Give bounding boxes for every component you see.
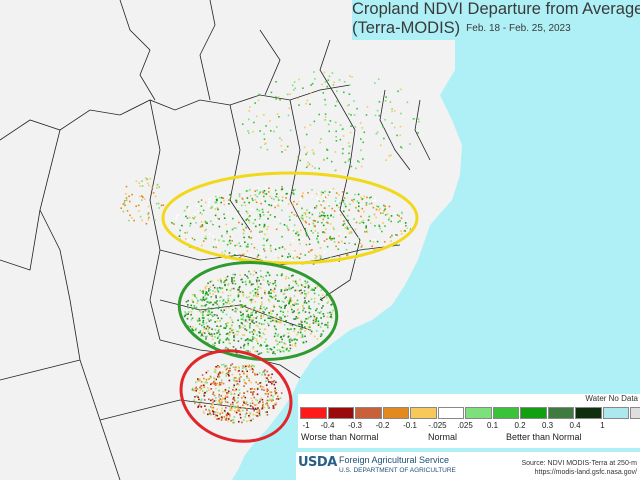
- source-url: https://modis-land.gsfc.nasa.gov/: [534, 469, 637, 476]
- border-line: [159, 339, 301, 379]
- sensor-label: (Terra-MODIS): [352, 19, 461, 37]
- map-title: Cropland NDVI Departure from Average: [352, 0, 640, 18]
- legend-swatch: [575, 407, 602, 419]
- department-name: U.S. DEPARTMENT OF AGRICULTURE: [339, 467, 456, 474]
- legend-tick-label: -0.1: [403, 421, 417, 430]
- map-subtitle: (Terra-MODIS) Feb. 18 - Feb. 25, 2023: [352, 19, 640, 38]
- legend-tick-label: -0.4: [320, 421, 335, 430]
- legend-tick-label: 0.4: [569, 421, 581, 430]
- border-line: [39, 129, 121, 480]
- usda-logo: USDA: [298, 455, 337, 470]
- border-line: [199, 0, 216, 101]
- legend-swatch: [465, 407, 492, 419]
- border-line: [119, 0, 156, 101]
- border-line: [319, 39, 356, 166]
- border-line: [319, 164, 361, 301]
- legend-tick-label: 0.1: [486, 421, 499, 430]
- legend-tick-label: -0.3: [348, 421, 362, 430]
- ndvi-pixel-cluster: [120, 177, 165, 225]
- ndvi-pixel-cluster: [191, 363, 283, 424]
- legend-tick-label: .025: [457, 421, 473, 430]
- border-line: [0, 359, 81, 381]
- legend-swatches: [300, 407, 640, 419]
- source-line: Source: NDVI MODIS-Terra at 250-m: [521, 460, 637, 467]
- legend-tick-label: 0.3: [541, 421, 554, 430]
- agency-name: Foreign Agricultural Service: [339, 455, 450, 465]
- date-range: Feb. 18 - Feb. 25, 2023: [466, 23, 571, 34]
- border-line: [379, 89, 411, 171]
- green-region-ellipse: [177, 261, 339, 361]
- title-block: Cropland NDVI Departure from Average (Te…: [352, 0, 640, 38]
- worse-label: Worse than Normal: [301, 432, 379, 442]
- legend-swatch: [410, 407, 437, 419]
- legend-tick-label: 1: [600, 421, 605, 430]
- legend-swatch: [630, 407, 640, 419]
- legend-swatch: [602, 407, 629, 419]
- legend-swatch: [492, 407, 519, 419]
- ndvi-pixel-cluster: [241, 71, 420, 172]
- legend-ticks: -1 -0.4 -0.3 -0.2 -0.1 -.025 .025 0.1 0.2 0.3 0.4 1: [298, 421, 638, 431]
- legend-swatch: [355, 407, 382, 419]
- state-borders: [0, 0, 431, 480]
- legend-swatch: [547, 407, 574, 419]
- footer: USDA Foreign Agricultural Service U.S. D…: [296, 452, 640, 480]
- legend-tick-label: -0.2: [375, 421, 390, 430]
- ndvi-pixel-cluster: [183, 270, 334, 356]
- border-line: [159, 299, 311, 331]
- legend-swatch: [437, 407, 464, 419]
- yellow-region-ellipse: [161, 171, 419, 265]
- legend-tick-label: -.025: [428, 421, 447, 430]
- border-line: [289, 99, 311, 241]
- source-credit: Source: NDVI MODIS-Terra at 250-m https:…: [521, 459, 637, 477]
- water-no-data-label: Water No Data: [585, 394, 638, 403]
- legend-swatch: [300, 407, 327, 419]
- red-region-ellipse: [179, 349, 293, 443]
- better-label: Better than Normal: [506, 432, 582, 442]
- border-line: [149, 99, 161, 341]
- legend-swatch: [520, 407, 547, 419]
- border-line: [0, 209, 41, 271]
- normal-label: Normal: [428, 432, 458, 442]
- legend-tick-label: 0.2: [514, 421, 526, 430]
- border-line: [229, 104, 251, 231]
- legend: Water No Data -1 -0.4 -0.3 -0.2 -0.1 -.025 .02…: [298, 394, 640, 448]
- landmass: [0, 0, 462, 480]
- legend-tick-label: -1: [302, 421, 310, 430]
- border-line: [414, 99, 431, 161]
- legend-swatch: [327, 407, 354, 419]
- legend-swatch: [382, 407, 409, 419]
- border-line: [259, 29, 281, 96]
